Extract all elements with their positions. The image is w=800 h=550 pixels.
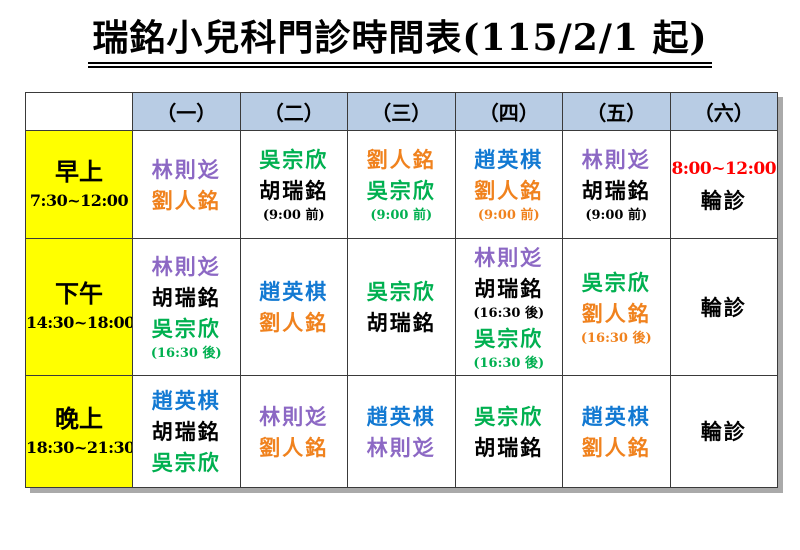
period-hours: 18:30~21:30 bbox=[26, 437, 133, 457]
schedule-row-0: 早上 7:30~12:00 林則彣 劉人銘 吳宗欣 胡瑞銘 (9:00 前) 劉人銘 吳宗欣 (9… bbox=[25, 130, 778, 239]
time-note: (16:30 後) bbox=[150, 346, 222, 361]
time-note: (16:30 後) bbox=[580, 330, 652, 346]
doctor-name: 輪診 bbox=[700, 294, 747, 320]
day-header-3: （三） bbox=[347, 92, 456, 131]
time-note: (16:30 後) bbox=[473, 355, 545, 371]
period-label: 早上 bbox=[55, 156, 103, 186]
time-note: (9:00 前) bbox=[585, 208, 648, 223]
doctor-name: 吳宗欣 bbox=[259, 147, 329, 172]
doctor-name: 趙英棋 bbox=[474, 147, 544, 172]
title-bar: 瑞銘小兒科門診時間表(115/2/1 起) bbox=[0, 16, 800, 68]
schedule-cell-r2-c1: 趙英棋 胡瑞銘 吳宗欣 bbox=[132, 375, 241, 488]
schedule-cell-r0-c3: 劉人銘吳宗欣 (9:00 前) bbox=[347, 130, 456, 239]
doctor-name: 林則彣 bbox=[366, 434, 436, 460]
doctor-name: 輪診 bbox=[700, 419, 747, 444]
doctor-name: 吳宗欣 bbox=[474, 325, 544, 351]
schedule-cell-r2-c5: 趙英棋 劉人銘 bbox=[562, 375, 671, 488]
schedule-cell-r0-c2: 吳宗欣胡瑞銘 (9:00 前) bbox=[239, 130, 348, 239]
schedule-cell-r2-c2: 林則彣 劉人銘 bbox=[239, 375, 348, 488]
day-header-row: （一） （二） （三） （四） （五） （六） bbox=[25, 92, 778, 131]
schedule-cell-r0-c4: 趙英棋劉人銘 (9:00 前) bbox=[454, 130, 563, 239]
doctor-name: 胡瑞銘 bbox=[151, 285, 221, 310]
schedule-row-1: 下午 14:30~18:00 林則彣 胡瑞銘 吳宗欣 (16:30 後) 趙英棋 劉人銘 吳宗欣… bbox=[25, 238, 778, 376]
doctor-name: 吳宗欣 bbox=[366, 279, 436, 304]
schedule-row-2: 晚上 18:30~21:30 趙英棋 胡瑞銘 吳宗欣 林則彣 劉人銘 趙英棋 林則彣 吳宗欣 胡瑞銘… bbox=[25, 375, 778, 488]
time-note: (9:00 前) bbox=[370, 208, 433, 223]
schedule-body: 早上 7:30~12:00 林則彣 劉人銘 吳宗欣 胡瑞銘 (9:00 前) 劉人銘 吳宗欣 (9… bbox=[25, 130, 778, 488]
period-header-0: 早上 7:30~12:00 bbox=[25, 130, 133, 239]
doctor-name: 胡瑞銘 bbox=[366, 310, 436, 335]
schedule-cell-r1-c5: 吳宗欣劉人銘 (16:30 後) bbox=[562, 238, 671, 376]
doctor-name: 趙英棋 bbox=[259, 279, 329, 304]
doctor-name: 吳宗欣 bbox=[581, 269, 651, 295]
schedule-cell-r2-c3: 趙英棋 林則彣 bbox=[347, 375, 456, 488]
schedule-cell-r1-c4: 林則彣胡瑞銘 (16:30 後) 吳宗欣 (16:30 後) bbox=[454, 238, 563, 376]
doctor-name: 吳宗欣 bbox=[366, 178, 436, 203]
schedule-cell-r1-c1: 林則彣胡瑞銘吳宗欣 (16:30 後) bbox=[132, 238, 241, 376]
doctor-name: 劉人銘 bbox=[581, 300, 651, 326]
doctor-name: 胡瑞銘 bbox=[581, 178, 651, 203]
doctor-name: 吳宗欣 bbox=[151, 450, 221, 475]
doctor-name: 劉人銘 bbox=[581, 434, 651, 460]
period-header-2: 晚上 18:30~21:30 bbox=[25, 375, 133, 488]
doctor-name: 林則彣 bbox=[151, 156, 221, 182]
doctor-name: 劉人銘 bbox=[259, 434, 329, 460]
doctor-name: 趙英棋 bbox=[366, 403, 436, 429]
doctor-name: 林則彣 bbox=[151, 254, 221, 279]
schedule-cell-r1-c3: 吳宗欣 胡瑞銘 bbox=[347, 238, 456, 376]
schedule-cell-r0-c5: 林則彣胡瑞銘 (9:00 前) bbox=[562, 130, 671, 239]
doctor-name: 胡瑞銘 bbox=[474, 275, 544, 301]
doctor-name: 胡瑞銘 bbox=[259, 178, 329, 203]
schedule-cell-r0-c1: 林則彣 劉人銘 bbox=[132, 130, 241, 239]
schedule-cell-r1-c6: 輪診 bbox=[669, 238, 778, 376]
doctor-name: 劉人銘 bbox=[474, 178, 544, 203]
doctor-name: 胡瑞銘 bbox=[474, 434, 544, 460]
corner-cell bbox=[25, 92, 133, 131]
doctor-name: 吳宗欣 bbox=[474, 403, 544, 429]
schedule-cell-r0-c6: 8:00~12:00 輪診 bbox=[669, 130, 778, 239]
doctor-name: 趙英棋 bbox=[581, 403, 651, 429]
day-header-4: （四） bbox=[454, 92, 563, 131]
day-header-6: （六） bbox=[669, 92, 778, 131]
period-hours: 14:30~18:00 bbox=[26, 313, 133, 332]
day-header-2: （二） bbox=[239, 92, 348, 131]
period-header-1: 下午 14:30~18:00 bbox=[25, 238, 133, 376]
page-title: 瑞銘小兒科門診時間表(115/2/1 起) bbox=[88, 16, 712, 68]
period-label: 下午 bbox=[55, 279, 103, 308]
doctor-name: 劉人銘 bbox=[259, 310, 329, 335]
period-hours: 7:30~12:00 bbox=[29, 190, 129, 210]
schedule-cell-r1-c2: 趙英棋 劉人銘 bbox=[239, 238, 348, 376]
doctor-name: 趙英棋 bbox=[151, 388, 221, 413]
day-header-1: （一） bbox=[132, 92, 241, 131]
doctor-name: 吳宗欣 bbox=[151, 316, 221, 341]
period-label: 晚上 bbox=[55, 403, 103, 433]
doctor-name: 輪診 bbox=[700, 187, 747, 213]
time-note: (9:00 前) bbox=[262, 208, 325, 223]
schedule-cell-r2-c6: 輪診 bbox=[669, 375, 778, 488]
doctor-name: 劉人銘 bbox=[366, 147, 436, 172]
schedule-table: （一） （二） （三） （四） （五） （六） 早上 7:30~12:00 林則彣 劉人銘 吳宗欣… bbox=[25, 92, 778, 488]
doctor-name: 胡瑞銘 bbox=[151, 419, 221, 444]
doctor-name: 林則彣 bbox=[259, 403, 329, 429]
doctor-name: 劉人銘 bbox=[151, 187, 221, 213]
hours-label: 8:00~12:00 bbox=[671, 158, 777, 179]
doctor-name: 林則彣 bbox=[474, 244, 544, 270]
schedule-cell-r2-c4: 吳宗欣 胡瑞銘 bbox=[454, 375, 563, 488]
day-header-5: （五） bbox=[562, 92, 671, 131]
time-note: (16:30 後) bbox=[473, 305, 545, 321]
time-note: (9:00 前) bbox=[477, 208, 540, 223]
doctor-name: 林則彣 bbox=[581, 147, 651, 172]
